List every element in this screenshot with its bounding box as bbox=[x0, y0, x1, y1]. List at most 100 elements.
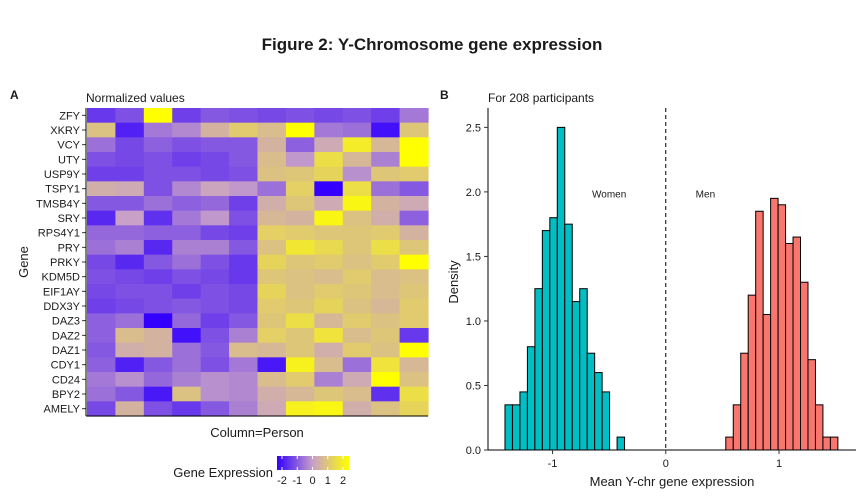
women-bin bbox=[541, 230, 551, 451]
men-bin bbox=[822, 436, 831, 451]
heatmap-cell bbox=[399, 313, 429, 329]
heatmap-cell bbox=[399, 284, 429, 300]
heatmap-cell bbox=[115, 225, 145, 241]
panel-b-subtitle: For 208 participants bbox=[488, 91, 594, 105]
heatmap-cell bbox=[200, 240, 230, 256]
heatmap-row-label: USP9Y bbox=[44, 169, 81, 181]
heatmap-cell bbox=[371, 225, 401, 241]
heatmap-cell bbox=[87, 240, 117, 256]
heatmap-cell bbox=[87, 122, 117, 138]
women-bin bbox=[504, 404, 513, 451]
heatmap-cell bbox=[115, 328, 145, 344]
heatmap-cell bbox=[314, 210, 344, 226]
heatmap-row-label: DDX3Y bbox=[43, 301, 80, 313]
heatmap-row-label: TMSB4Y bbox=[36, 198, 81, 210]
heatmap-cell bbox=[229, 108, 259, 124]
heatmap-cell bbox=[115, 386, 145, 402]
heatmap-cell bbox=[285, 284, 315, 300]
heatmap-cell bbox=[314, 328, 344, 344]
women-bin bbox=[534, 288, 543, 451]
heatmap-cell bbox=[229, 210, 259, 226]
men-bin bbox=[807, 359, 816, 451]
heatmap-cell bbox=[115, 152, 145, 168]
histogram bbox=[504, 126, 839, 451]
heatmap-cell bbox=[371, 269, 401, 285]
heatmap-cell bbox=[172, 240, 202, 256]
heatmap-cell bbox=[257, 240, 287, 256]
x-tick-label: -1 bbox=[548, 458, 558, 470]
heatmap-cell bbox=[342, 166, 372, 182]
heatmap-row-labels: ZFY XKRY VCY UTY USP9Y TSPY1 TMSB4Y SRY RPS4Y1 PR… bbox=[36, 110, 86, 416]
heatmap-cell bbox=[285, 196, 315, 212]
heatmap-cell bbox=[229, 313, 259, 329]
heatmap-cell bbox=[314, 401, 344, 417]
heatmap-cell bbox=[172, 386, 202, 402]
heatmap-cell bbox=[285, 313, 315, 329]
heatmap-cell bbox=[200, 313, 230, 329]
heatmap-cell bbox=[314, 137, 344, 153]
heatmap-cell bbox=[342, 122, 372, 138]
heatmap-cell bbox=[257, 254, 287, 270]
heatmap-row-label: BPY2 bbox=[52, 389, 80, 401]
heatmap-cell bbox=[314, 181, 344, 197]
heatmap-cell bbox=[87, 210, 117, 226]
men-bin bbox=[725, 436, 734, 451]
heatmap-cell bbox=[399, 386, 429, 402]
heatmap-cell bbox=[172, 166, 202, 182]
panel-a-xlabel: Column=Person bbox=[210, 425, 304, 440]
heatmap-cell bbox=[143, 401, 173, 417]
y-tick-label: 1.0 bbox=[466, 316, 481, 328]
heatmap-cell bbox=[143, 240, 173, 256]
x-tick-label: 1 bbox=[776, 458, 782, 470]
panel-b-ylabel: Density bbox=[446, 260, 461, 304]
heatmap-cell bbox=[200, 372, 230, 388]
heatmap-cell bbox=[115, 181, 145, 197]
heatmap-cell bbox=[285, 181, 315, 197]
heatmap bbox=[87, 108, 429, 417]
heatmap-cell bbox=[399, 108, 429, 124]
heatmap-cell bbox=[172, 298, 202, 314]
heatmap-cell bbox=[200, 152, 230, 168]
heatmap-cell bbox=[200, 137, 230, 153]
heatmap-cell bbox=[399, 342, 429, 358]
legend-colorbar bbox=[277, 456, 349, 470]
heatmap-cell bbox=[285, 401, 315, 417]
women-bin bbox=[616, 436, 626, 451]
heatmap-cell bbox=[115, 210, 145, 226]
heatmap-cell bbox=[172, 108, 202, 124]
women-bin bbox=[579, 288, 588, 451]
women-bin bbox=[601, 391, 611, 451]
women-bin bbox=[511, 404, 521, 451]
heatmap-cell bbox=[115, 401, 145, 417]
heatmap-cell bbox=[371, 386, 401, 402]
heatmap-cell bbox=[285, 122, 315, 138]
men-bin bbox=[762, 313, 772, 451]
heatmap-cell bbox=[143, 298, 173, 314]
heatmap-cell bbox=[399, 328, 429, 344]
heatmap-cell bbox=[87, 166, 117, 182]
heatmap-cell bbox=[172, 122, 202, 138]
heatmap-cell bbox=[314, 342, 344, 358]
heatmap-cell bbox=[371, 401, 401, 417]
heatmap-row-label: SRY bbox=[58, 213, 81, 225]
heatmap-cell bbox=[229, 328, 259, 344]
heatmap-cell bbox=[229, 196, 259, 212]
legend-tick-label: 2 bbox=[340, 475, 346, 487]
y-tick-label: 2.0 bbox=[466, 187, 481, 199]
heatmap-cell bbox=[143, 137, 173, 153]
heatmap-cell bbox=[143, 181, 173, 197]
heatmap-cell bbox=[143, 342, 173, 358]
heatmap-cell bbox=[342, 181, 372, 197]
heatmap-cell bbox=[229, 401, 259, 417]
histogram-axes: 0.0 0.5 1.0 1.5 2.0 2.5 -1 0 1 bbox=[466, 108, 856, 470]
heatmap-cell bbox=[342, 298, 372, 314]
heatmap-cell bbox=[257, 386, 287, 402]
panel-a-tag: A bbox=[10, 88, 19, 102]
men-bin bbox=[800, 281, 809, 451]
heatmap-cell bbox=[87, 108, 117, 124]
heatmap-cell bbox=[143, 284, 173, 300]
heatmap-cell bbox=[285, 269, 315, 285]
heatmap-cell bbox=[229, 254, 259, 270]
heatmap-row-label: EIF1AY bbox=[43, 286, 81, 298]
